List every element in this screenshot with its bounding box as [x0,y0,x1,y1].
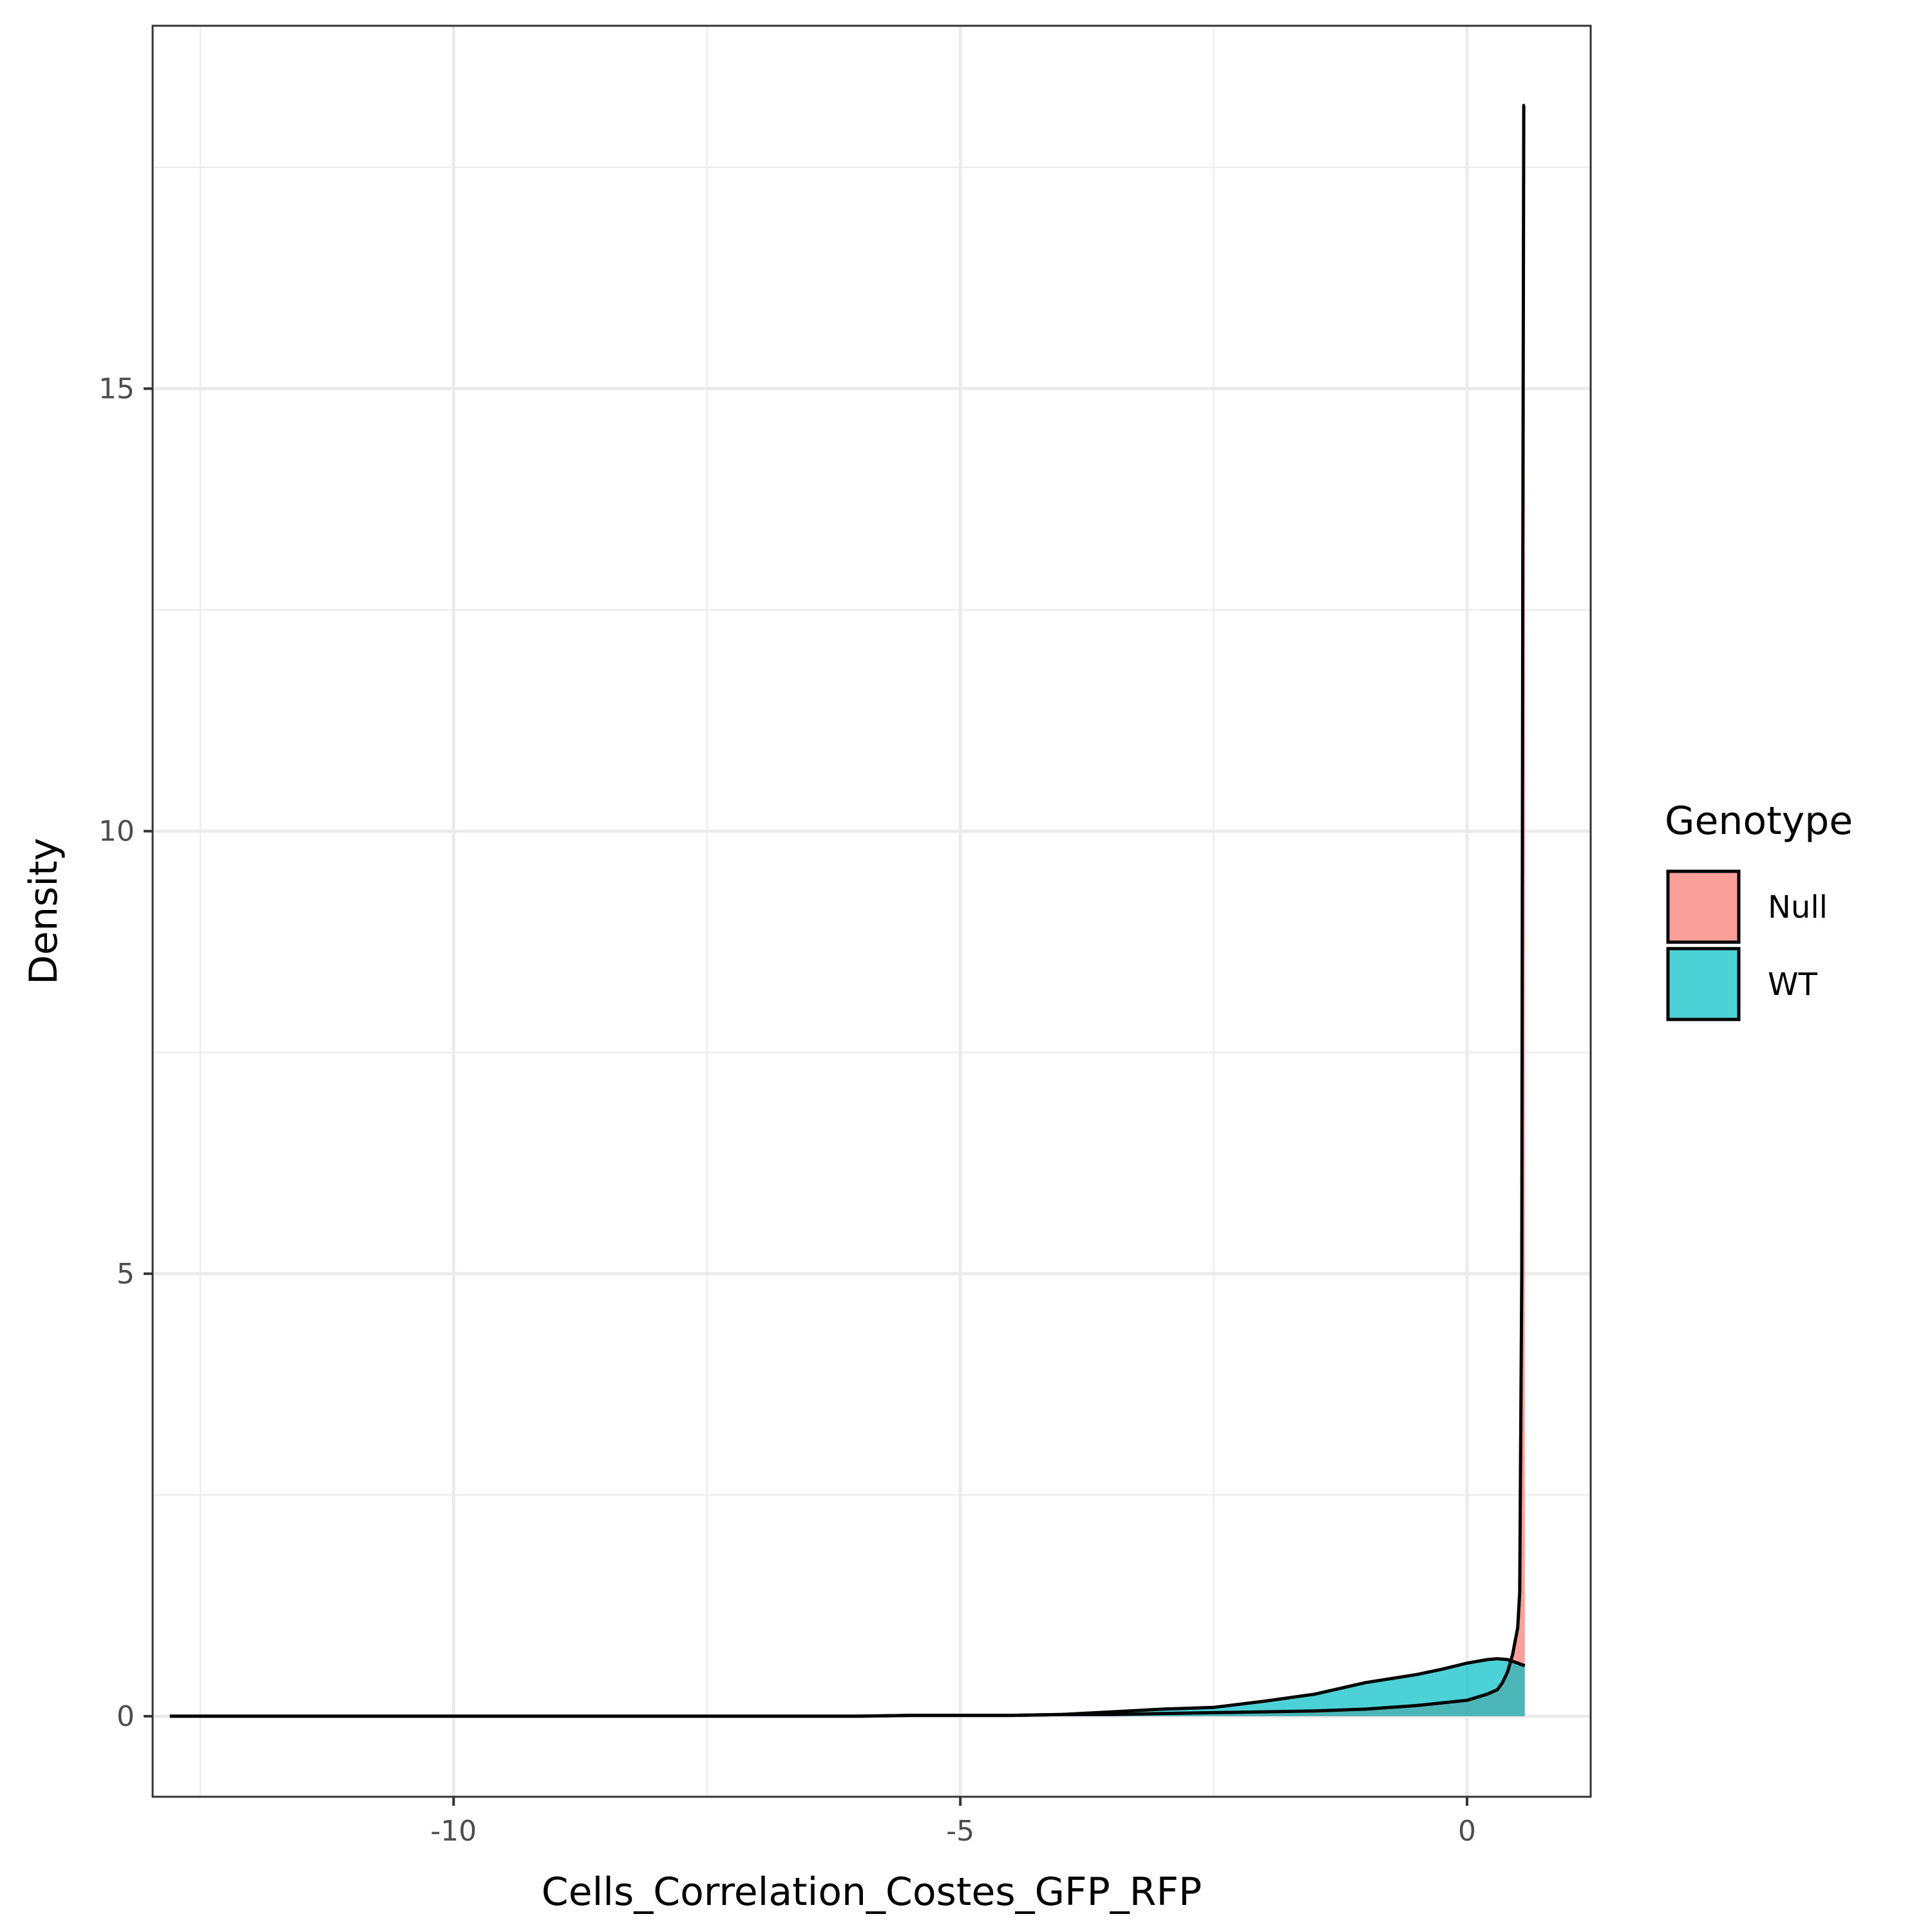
plot-background [153,26,1591,1797]
x-axis-title: Cells_Correlation_Costes_GFP_RFP [542,1870,1202,1915]
y-tick-label: 5 [117,1258,135,1291]
density-areas [169,105,1525,1716]
legend-label-wt: WT [1768,967,1817,1003]
panel-frame [151,24,1592,1798]
legend-title: Genotype [1665,799,1853,844]
density-outlines [169,104,1526,1718]
x-tick-label: -5 [946,1815,974,1848]
legend-label-null: Null [1768,889,1828,925]
x-tick-label: -10 [430,1815,477,1848]
y-axis-title: Density [21,838,66,985]
legend-key-null [1666,869,1741,944]
panel-border [151,24,1592,1798]
axes: -10 -5 0 0 5 10 15 [99,372,1476,1848]
y-tick-label: 0 [117,1700,135,1733]
legend: Genotype Null WT [1665,799,1853,1021]
y-tick-label: 10 [99,815,135,848]
y-tick-label: 15 [99,372,135,405]
plot-panel [153,26,1591,1797]
x-tick-label: 0 [1458,1815,1476,1848]
density-area-wt [169,1658,1525,1716]
legend-key-wt [1666,947,1741,1021]
density-line-wt [169,1657,1526,1718]
